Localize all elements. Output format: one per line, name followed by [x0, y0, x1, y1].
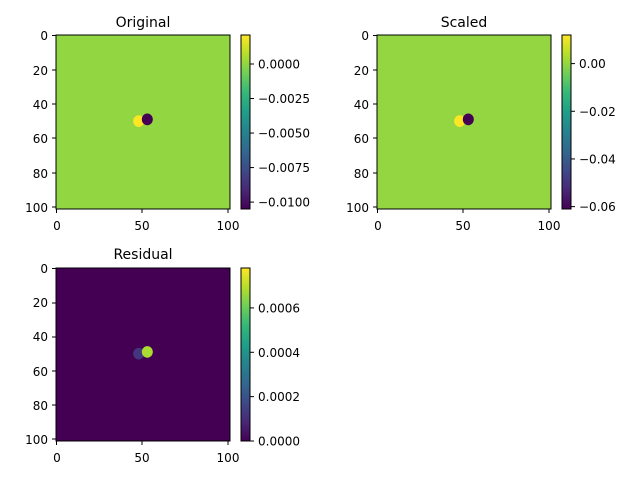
colorbar-ticks: 0.0006 0.0004 0.0002 0.0000 — [250, 301, 300, 449]
colorbar: 0.00 −0.02 −0.04 −0.06 — [561, 34, 616, 214]
y-tick-label: 40 — [33, 330, 48, 344]
panel-scaled: Scaled 0 50 100 0 20 40 60 80 100 0.00 −0… — [346, 15, 616, 233]
chart-title: Scaled — [441, 15, 488, 31]
x-axis-ticks — [56, 209, 229, 213]
y-tick-label: 60 — [33, 365, 48, 379]
x-tick-label: 50 — [134, 219, 149, 233]
x-tick-label: 50 — [134, 451, 149, 465]
heatmap-features — [454, 113, 474, 127]
heatmap-blob — [454, 115, 466, 127]
y-tick-label: 0 — [40, 29, 48, 43]
y-axis-ticks — [52, 268, 56, 440]
y-tick-label: 40 — [33, 98, 48, 112]
heatmap-features — [133, 346, 153, 360]
colorbar-tick-label: −0.0050 — [258, 127, 310, 141]
colorbar-tick-label: −0.0075 — [258, 161, 310, 175]
y-tick-label: 20 — [354, 64, 369, 78]
y-tick-label: 60 — [33, 132, 48, 146]
panel-original: Original 0 50 100 0 20 40 60 80 100 0.00… — [25, 15, 310, 233]
y-tick-label: 100 — [346, 201, 369, 215]
y-tick-label: 80 — [33, 167, 48, 181]
x-tick-label: 100 — [217, 219, 240, 233]
chart-title: Original — [116, 15, 171, 31]
x-axis-ticks — [56, 441, 229, 445]
y-tick-label: 80 — [33, 399, 48, 413]
heatmap-blob — [462, 113, 474, 126]
y-tick-label: 100 — [25, 433, 48, 447]
y-tick-labels: 0 20 40 60 80 100 — [25, 29, 48, 215]
y-tick-label: 0 — [40, 262, 48, 276]
colorbar-gradient — [561, 34, 572, 210]
colorbar: 0.0006 0.0004 0.0002 0.0000 — [240, 267, 300, 449]
chart-title: Residual — [113, 247, 172, 263]
x-tick-label: 0 — [374, 219, 382, 233]
y-axis-ticks — [52, 35, 56, 208]
colorbar-ticks: 0.00 −0.02 −0.04 −0.06 — [571, 57, 616, 214]
colorbar-tick-label: 0.0002 — [258, 390, 300, 404]
y-tick-labels: 0 20 40 60 80 100 — [25, 262, 48, 447]
y-tick-label: 20 — [33, 296, 48, 310]
colorbar-tick-label: −0.02 — [579, 105, 616, 119]
x-tick-label: 100 — [538, 219, 561, 233]
y-tick-label: 40 — [354, 98, 369, 112]
colorbar-tick-label: −0.06 — [579, 200, 616, 214]
y-tick-label: 0 — [361, 29, 369, 43]
heatmap-features — [133, 113, 153, 127]
heatmap-blob — [133, 347, 145, 360]
panel-residual: Residual 0 50 100 0 20 40 60 80 100 0.00… — [25, 247, 300, 465]
x-tick-labels: 0 50 100 — [374, 219, 560, 233]
x-tick-labels: 0 50 100 — [53, 219, 239, 233]
colorbar-tick-label: −0.0025 — [258, 92, 310, 106]
colorbar: 0.0000 −0.0025 −0.0050 −0.0075 −0.0100 — [240, 34, 310, 210]
colorbar-tick-label: 0.0000 — [258, 435, 300, 449]
x-tick-label: 100 — [217, 451, 240, 465]
colorbar-ticks: 0.0000 −0.0025 −0.0050 −0.0075 −0.0100 — [250, 58, 310, 210]
heatmap-blob — [141, 113, 153, 126]
colorbar-tick-label: 0.00 — [579, 57, 606, 71]
y-axis-ticks — [373, 35, 377, 208]
heatmap-blob — [141, 346, 153, 358]
x-tick-label: 0 — [53, 219, 61, 233]
colorbar-gradient — [240, 267, 251, 442]
x-tick-labels: 0 50 100 — [53, 451, 239, 465]
y-tick-label: 60 — [354, 132, 369, 146]
y-tick-label: 80 — [354, 167, 369, 181]
y-tick-label: 100 — [25, 201, 48, 215]
colorbar-tick-label: 0.0006 — [258, 301, 300, 315]
x-axis-ticks — [377, 209, 550, 213]
y-tick-label: 20 — [33, 64, 48, 78]
colorbar-gradient — [240, 34, 251, 210]
heatmap-blob — [133, 115, 145, 127]
colorbar-tick-label: 0.0000 — [258, 58, 300, 72]
colorbar-tick-label: −0.0100 — [258, 196, 310, 210]
y-tick-labels: 0 20 40 60 80 100 — [346, 29, 369, 215]
colorbar-tick-label: 0.0004 — [258, 346, 300, 360]
x-tick-label: 0 — [53, 451, 61, 465]
x-tick-label: 50 — [455, 219, 470, 233]
colorbar-tick-label: −0.04 — [579, 152, 616, 166]
